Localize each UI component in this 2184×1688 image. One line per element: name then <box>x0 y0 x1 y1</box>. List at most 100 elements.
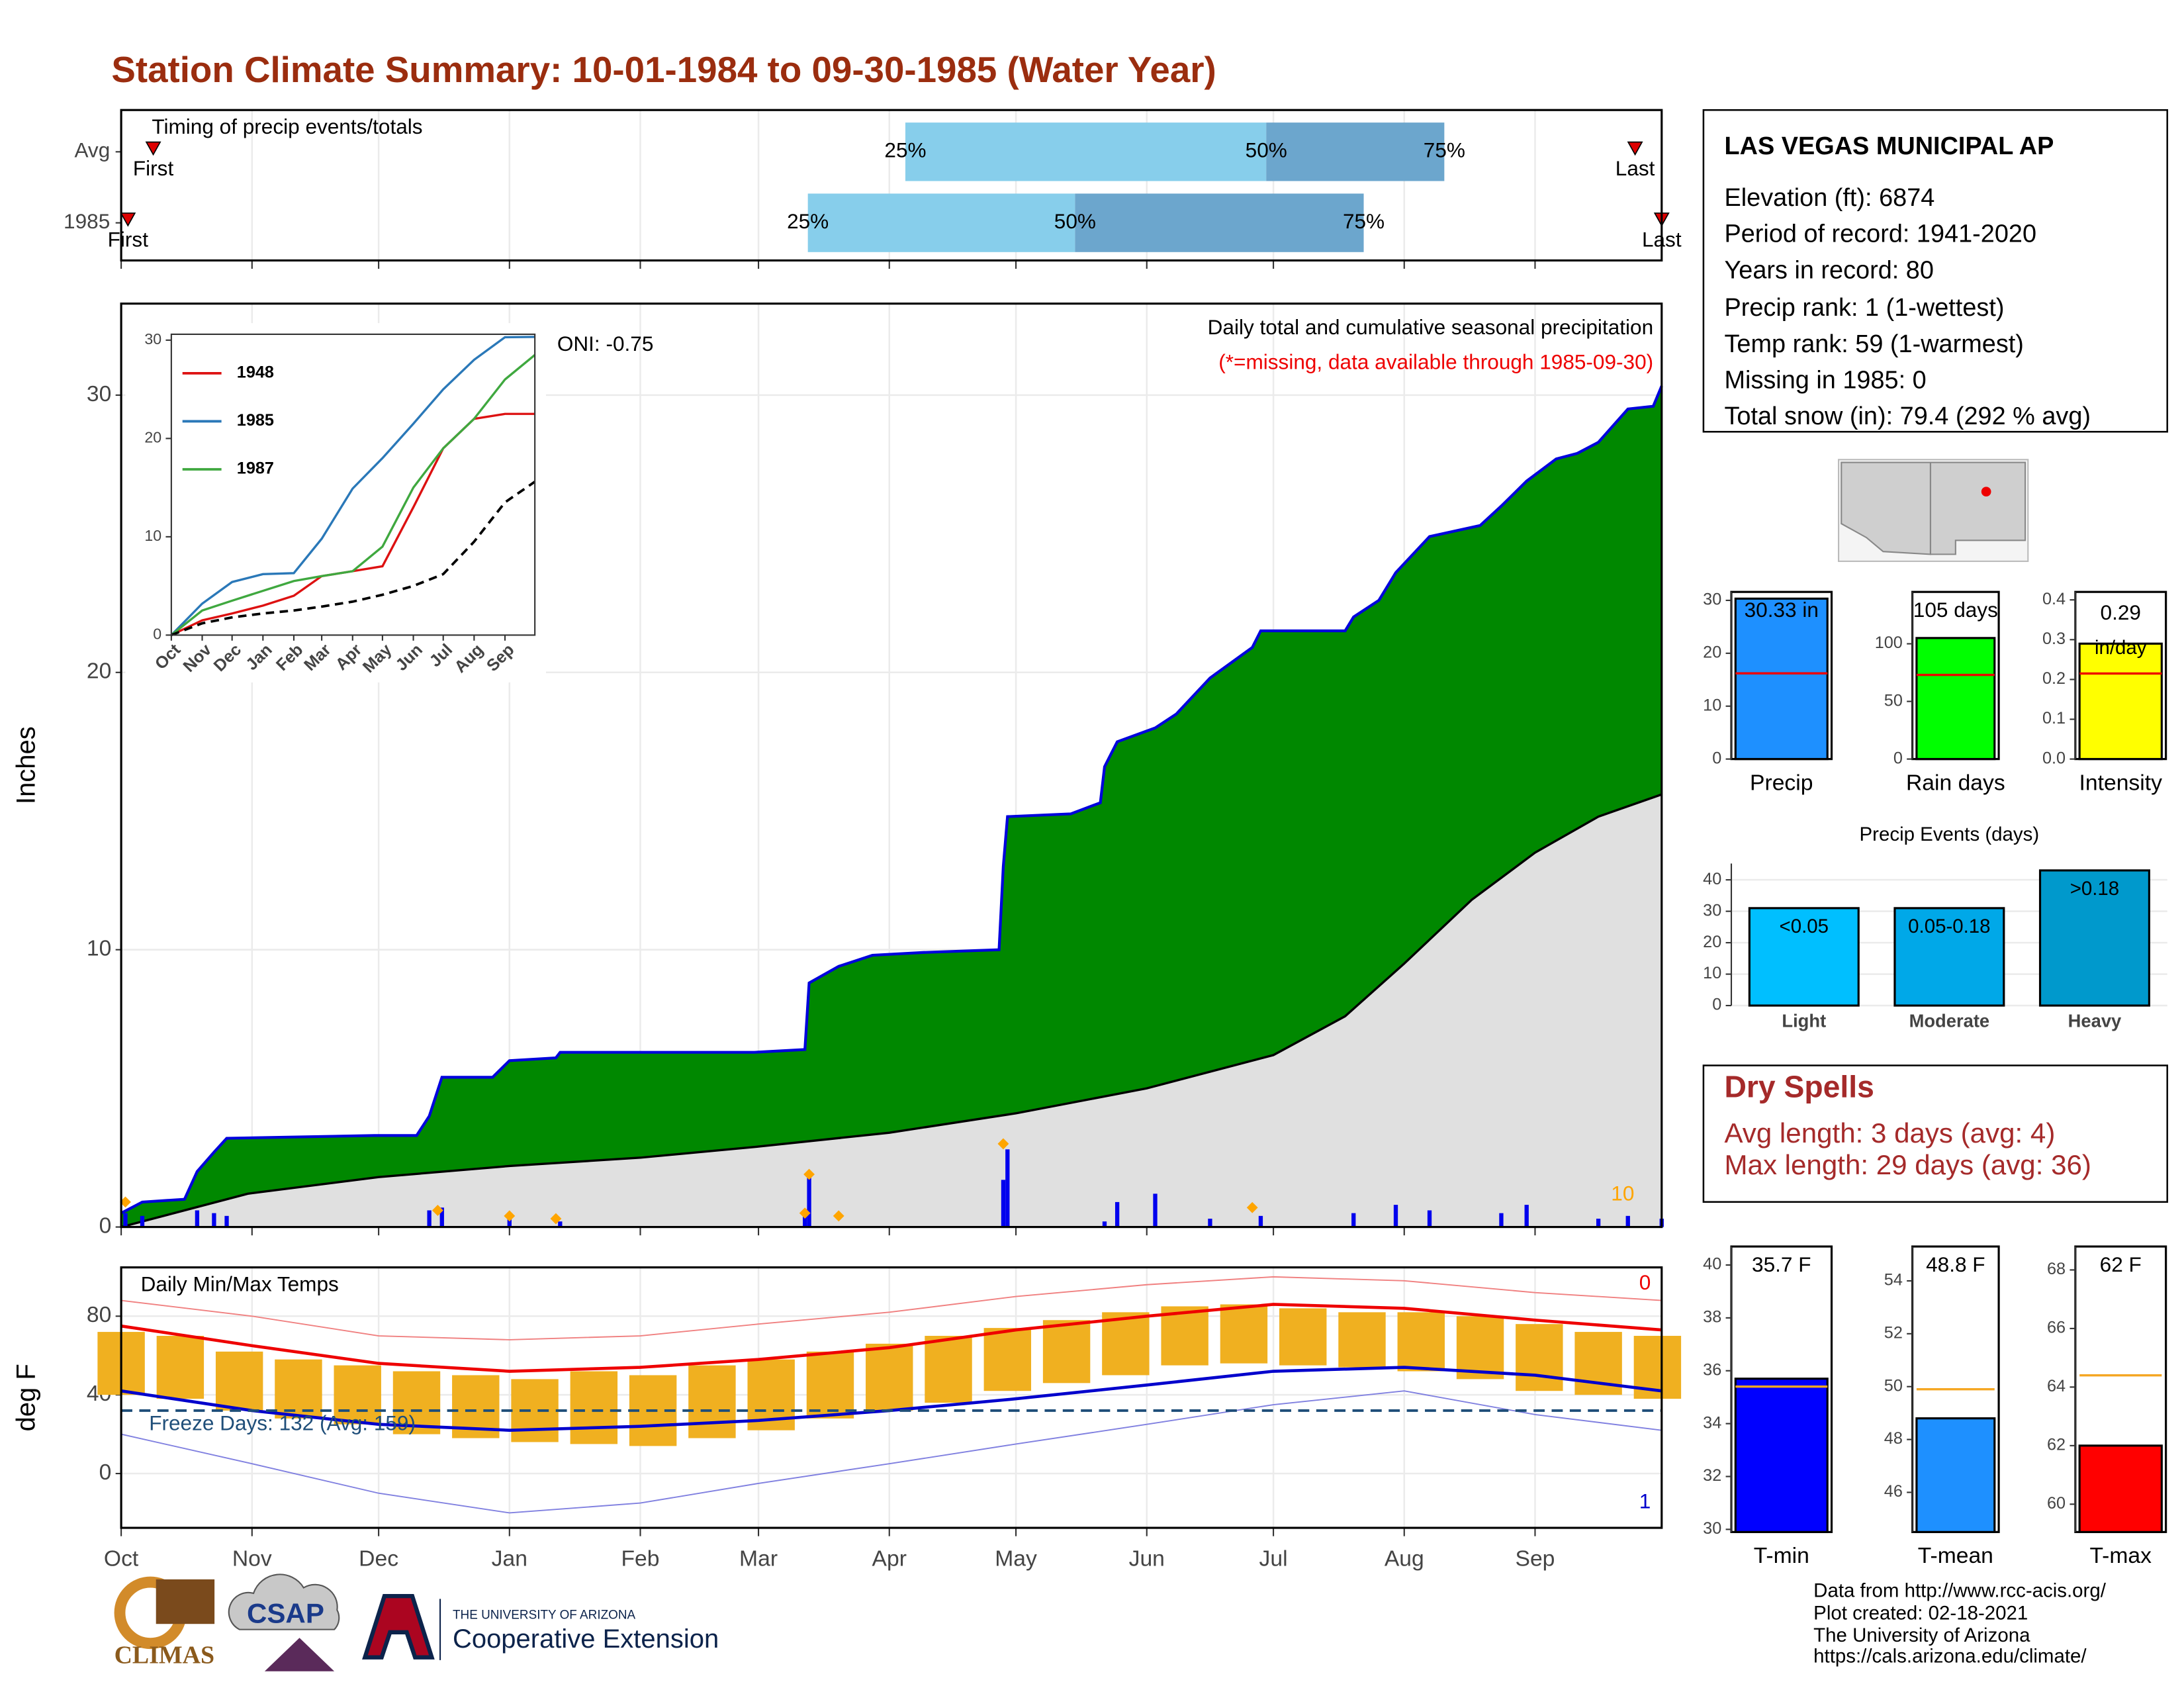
daily-temp-bar <box>215 1351 263 1411</box>
daily-precip-bar <box>1351 1213 1356 1227</box>
y-tick-label: 0 <box>99 1460 112 1485</box>
chart-title: Daily total and cumulative seasonal prec… <box>1208 315 1653 339</box>
dry-spells-title: Dry Spells <box>1724 1070 1874 1104</box>
station-line: Precip rank: 1 (1-wettest) <box>1724 294 2004 322</box>
daily-temp-bar <box>688 1365 736 1438</box>
bar <box>1915 1417 1996 1533</box>
y-tick-label: 30 <box>144 330 161 348</box>
csap-cloud <box>228 1573 340 1630</box>
station-line: Period of record: 1941-2020 <box>1724 220 2036 248</box>
bar <box>2038 869 2150 1007</box>
x-tick-label: Aug <box>1385 1546 1424 1571</box>
snow-count: 10 <box>1611 1182 1634 1205</box>
unit-label: in/day <box>2095 637 2147 659</box>
y-tick-label: 10 <box>144 527 161 544</box>
daily-temp-bar <box>511 1379 559 1442</box>
daily-precip-bar <box>1001 1180 1006 1227</box>
daily-temp-bar <box>1338 1312 1386 1368</box>
daily-temp-bar <box>806 1351 854 1419</box>
daily-temp-bar <box>1042 1320 1091 1383</box>
daily-temp-bar <box>1102 1312 1150 1376</box>
bar-label: 0.05-0.18 <box>1908 915 1990 937</box>
daily-precip-bar <box>1596 1219 1601 1227</box>
first-marker <box>145 141 161 156</box>
csap-mountain <box>264 1638 335 1671</box>
daily-precip-bar <box>1499 1213 1504 1227</box>
daily-precip-bar <box>1258 1215 1263 1227</box>
snow-marker <box>1246 1201 1258 1213</box>
y-tick-label: 54 <box>1884 1271 1903 1289</box>
daily-precip-bar <box>558 1221 563 1227</box>
y-tick-label: 0 <box>1893 749 1903 767</box>
quantile-label: 25% <box>787 209 829 233</box>
bar <box>1734 1378 1829 1533</box>
daily-temp-bar <box>334 1365 381 1425</box>
daily-precip-bar <box>224 1215 229 1227</box>
y-tick-label: 46 <box>1884 1482 1903 1501</box>
daily-temp-bar <box>1220 1304 1268 1364</box>
y-tick-label: 1985 <box>64 209 110 233</box>
credit-line: Plot created: 02-18-2021 <box>1813 1602 2028 1624</box>
panel-title: Daily Min/Max Temps <box>141 1272 339 1295</box>
station-dot <box>1981 487 1991 497</box>
chart-subtitle: (*=missing, data available through 1985-… <box>1218 350 1653 373</box>
locator-map <box>1838 459 2029 562</box>
y-tick-label: 0.1 <box>2042 709 2066 727</box>
category-label: Rain days <box>1906 771 2005 795</box>
category-label: Light <box>1782 1011 1826 1031</box>
y-tick-label: 62 <box>2047 1436 2066 1454</box>
station-line: Years in record: 80 <box>1724 256 1933 284</box>
y-tick-label: 0.4 <box>2042 590 2066 608</box>
quantile-label: 50% <box>1246 138 1287 162</box>
first-marker-label: First <box>108 227 149 251</box>
daily-temp-bar <box>275 1359 322 1419</box>
bar-label: >0.18 <box>2070 878 2120 900</box>
y-tick-label: 64 <box>2047 1377 2066 1395</box>
bar <box>1748 907 1860 1007</box>
station-line: Elevation (ft): 6874 <box>1724 184 1934 212</box>
daily-temp-bar <box>1397 1312 1445 1372</box>
y-tick-label: 66 <box>2047 1319 2066 1337</box>
credit-line: Data from http://www.rcc-acis.org/ <box>1813 1580 2107 1602</box>
quantile-bar <box>1075 193 1364 252</box>
daily-precip-bar <box>1208 1219 1212 1227</box>
y-tick-label: 60 <box>2047 1494 2066 1513</box>
y-tick-label: 30 <box>1703 590 1721 609</box>
bar <box>1893 907 2005 1007</box>
daily-precip-bar <box>1427 1210 1432 1227</box>
value-label: 48.8 F <box>1926 1252 1985 1276</box>
average-area <box>121 794 1662 1227</box>
y-tick-label: 80 <box>87 1303 111 1327</box>
station-line: Temp rank: 59 (1-warmest) <box>1724 330 2023 358</box>
snow-marker <box>833 1210 844 1222</box>
ua-logo-a <box>362 1593 435 1660</box>
inset-border <box>170 333 536 636</box>
legend-label: 1987 <box>237 459 274 478</box>
category-label: T-mean <box>1918 1544 1993 1568</box>
x-tick-label: Sep <box>1516 1546 1555 1571</box>
bar <box>2078 642 2163 761</box>
last-marker <box>1627 141 1643 156</box>
dry-spells-box <box>1702 1064 2169 1203</box>
daily-precip-bar <box>803 1215 807 1227</box>
map-state <box>1929 461 2026 555</box>
last-marker-label: Last <box>1615 156 1655 180</box>
y-tick-label: 0 <box>153 626 161 643</box>
first-marker <box>120 212 136 227</box>
record-high-line <box>120 1276 1662 1340</box>
panel-border <box>120 109 1663 262</box>
x-tick-label: Mar <box>739 1546 778 1571</box>
quantile-label: 25% <box>884 138 926 162</box>
x-tick-label: Feb <box>621 1546 659 1571</box>
ua-name: THE UNIVERSITY OF ARIZONA <box>453 1609 636 1622</box>
y-tick-label: Avg <box>74 138 110 162</box>
y-tick-label: 30 <box>1703 901 1721 919</box>
y-tick-label: 40 <box>1703 1255 1721 1274</box>
quantile-bar <box>1266 122 1445 181</box>
page-title: Station Climate Summary: 10-01-1984 to 0… <box>111 49 1216 90</box>
y-tick-label: 20 <box>1703 933 1721 951</box>
daily-temp-bar <box>866 1343 913 1411</box>
y-tick-label: 0.2 <box>2042 669 2066 688</box>
x-tick-label: May <box>995 1546 1037 1571</box>
